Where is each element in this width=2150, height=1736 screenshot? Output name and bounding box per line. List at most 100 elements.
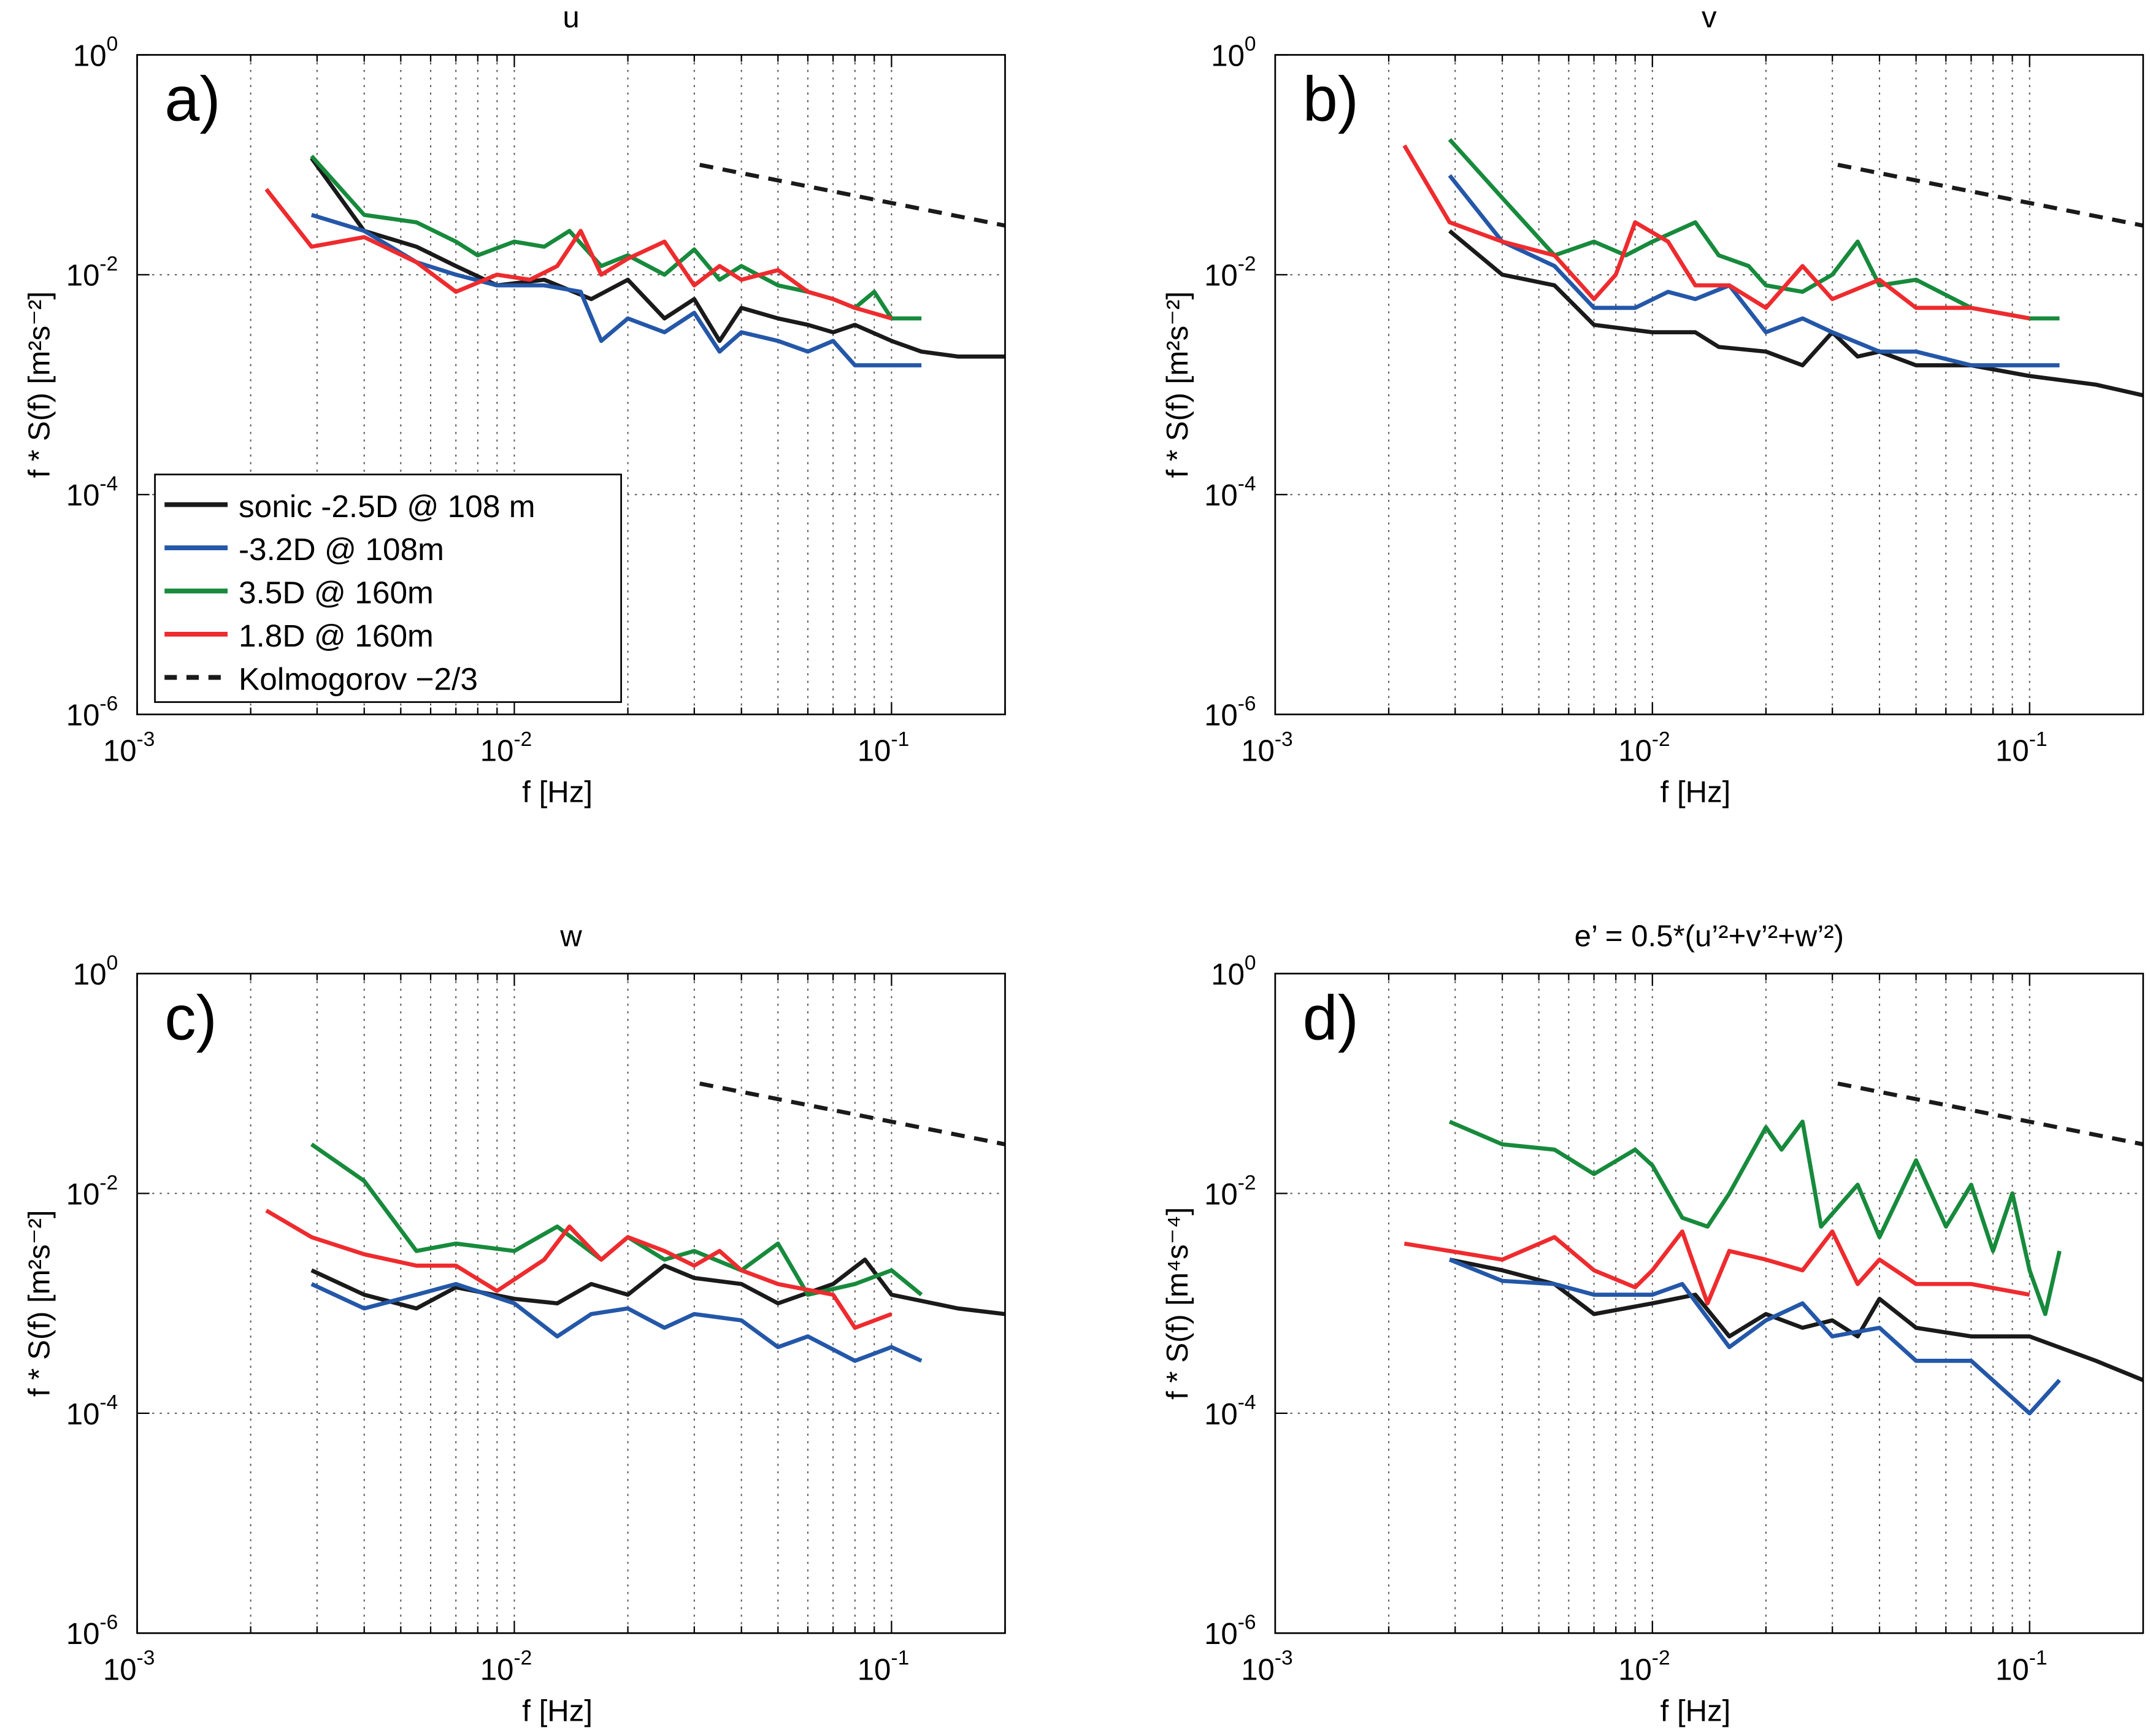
y-tick-base: 10 — [1211, 958, 1245, 991]
series-line-1 — [1448, 174, 2060, 367]
x-tick-label: 10-3 — [103, 1647, 155, 1687]
x-tick-label: 10-1 — [1995, 1647, 2048, 1687]
x-tick-label: 10-1 — [1995, 728, 2048, 768]
y-tick-base: 10 — [1204, 1177, 1238, 1211]
kolmogorov-line — [1837, 163, 2144, 228]
x-tick-base: 10 — [858, 1653, 891, 1686]
x-tick-exp: -3 — [137, 728, 155, 751]
y-tick-exp: 0 — [107, 951, 118, 974]
y-tick-label: 100 — [73, 951, 118, 991]
x-tick-base: 10 — [480, 734, 514, 768]
y-tick-label: 100 — [1211, 951, 1256, 991]
legend-box — [154, 474, 622, 703]
y-tick-base: 10 — [1211, 39, 1245, 72]
series-line-3 — [1403, 1229, 2030, 1306]
series-line-0 — [1449, 1258, 2144, 1382]
series-line-2 — [310, 1142, 923, 1297]
x-tick-base: 10 — [1241, 734, 1275, 768]
y-tick-base: 10 — [66, 478, 100, 512]
y-tick-exp: -4 — [1238, 1391, 1256, 1414]
y-tick-exp: -6 — [99, 693, 118, 715]
series-line-1 — [310, 213, 922, 367]
y-tick-label: 100 — [73, 33, 118, 73]
x-tick-exp: -1 — [891, 728, 909, 751]
kolmogorov-line — [1837, 1081, 2144, 1146]
series-line-2 — [1448, 138, 2060, 321]
y-tick-label: 10-2 — [1204, 1172, 1256, 1212]
series-line-3 — [1402, 144, 2030, 321]
panel-letter: d) — [1303, 982, 1359, 1053]
axes-frame — [1274, 972, 2144, 1634]
x-tick-label: 10-2 — [1618, 1647, 1670, 1687]
legend: sonic -2.5D @ 108 m -3.2D @ 108m 3.5D @ 16… — [154, 474, 622, 703]
y-tick-exp: -2 — [1238, 1172, 1256, 1194]
y-tick-label: 10-6 — [66, 693, 118, 732]
x-tick-base: 10 — [103, 1653, 137, 1686]
plot-area — [1275, 55, 2143, 715]
legend-label: 3.5D @ 160m — [239, 575, 434, 610]
y-tick-label: 10-4 — [66, 1391, 118, 1431]
series-line-0 — [310, 1258, 1005, 1316]
y-tick-label: 10-2 — [66, 253, 118, 293]
x-tick-base: 10 — [1995, 1653, 2029, 1686]
y-tick-exp: -6 — [99, 1611, 118, 1634]
x-axis-label: f [Hz] — [1660, 775, 1731, 809]
y-tick-label: 10-4 — [66, 473, 118, 513]
legend-label: -3.2D @ 108m — [239, 531, 444, 567]
y-tick-exp: 0 — [107, 33, 118, 56]
x-tick-base: 10 — [1618, 734, 1652, 768]
plot-area — [137, 974, 1005, 1634]
y-tick-exp: -6 — [1238, 1611, 1256, 1634]
y-axis-label: f * S(f) [m²s⁻²] — [22, 1210, 56, 1396]
axes-frame — [136, 972, 1006, 1634]
y-axis-label: f * S(f) [m²s⁻²] — [22, 291, 56, 478]
series-line-3 — [264, 188, 893, 321]
y-tick-exp: -4 — [1238, 473, 1256, 496]
y-tick-exp: 0 — [1245, 33, 1256, 56]
y-tick-base: 10 — [1204, 478, 1238, 512]
axes-frame — [136, 54, 1006, 715]
x-tick-exp: -2 — [513, 728, 532, 751]
y-tick-label: 100 — [1211, 33, 1256, 73]
x-tick-base: 10 — [1618, 1653, 1652, 1686]
y-tick-exp: -6 — [1238, 693, 1256, 715]
y-tick-label: 10-6 — [66, 1611, 118, 1651]
y-tick-exp: 0 — [1245, 951, 1256, 974]
x-tick-exp: -3 — [1275, 1647, 1293, 1670]
x-tick-exp: -1 — [891, 1647, 909, 1670]
y-tick-base: 10 — [1204, 259, 1238, 293]
y-tick-base: 10 — [66, 699, 100, 732]
y-tick-base: 10 — [66, 259, 100, 293]
y-tick-label: 10-2 — [66, 1172, 118, 1212]
y-tick-base: 10 — [1204, 1617, 1238, 1651]
series-line-2 — [1448, 1120, 2062, 1316]
legend-label: sonic -2.5D @ 108 m — [239, 488, 536, 524]
y-tick-base: 10 — [1204, 1397, 1238, 1431]
y-tick-exp: -2 — [99, 253, 118, 275]
y-tick-label: 10-6 — [1204, 693, 1256, 732]
x-tick-exp: -2 — [513, 1647, 532, 1670]
x-tick-label: 10-2 — [480, 728, 532, 768]
x-tick-base: 10 — [1241, 1653, 1275, 1686]
x-tick-label: 10-1 — [858, 728, 910, 768]
kolmogorov-line — [699, 163, 1006, 228]
y-tick-label: 10-2 — [1204, 253, 1256, 293]
y-tick-base: 10 — [66, 1617, 100, 1651]
x-axis-label: f [Hz] — [1660, 1694, 1731, 1727]
series-line-1 — [310, 1281, 923, 1363]
x-tick-exp: -1 — [2029, 1647, 2048, 1670]
series-line-0 — [310, 156, 1005, 359]
x-tick-label: 10-3 — [1241, 728, 1293, 768]
y-tick-base: 10 — [66, 1177, 100, 1211]
kolmogorov-line — [699, 1081, 1006, 1146]
panel-letter: b) — [1303, 64, 1359, 134]
panel-title: v — [1702, 1, 1717, 34]
x-tick-label: 10-2 — [480, 1647, 532, 1687]
panel-title: w — [559, 919, 582, 953]
y-axis-label: f * S(f) [m²s⁻²] — [1161, 291, 1194, 478]
x-tick-label: 10-1 — [858, 1647, 910, 1687]
